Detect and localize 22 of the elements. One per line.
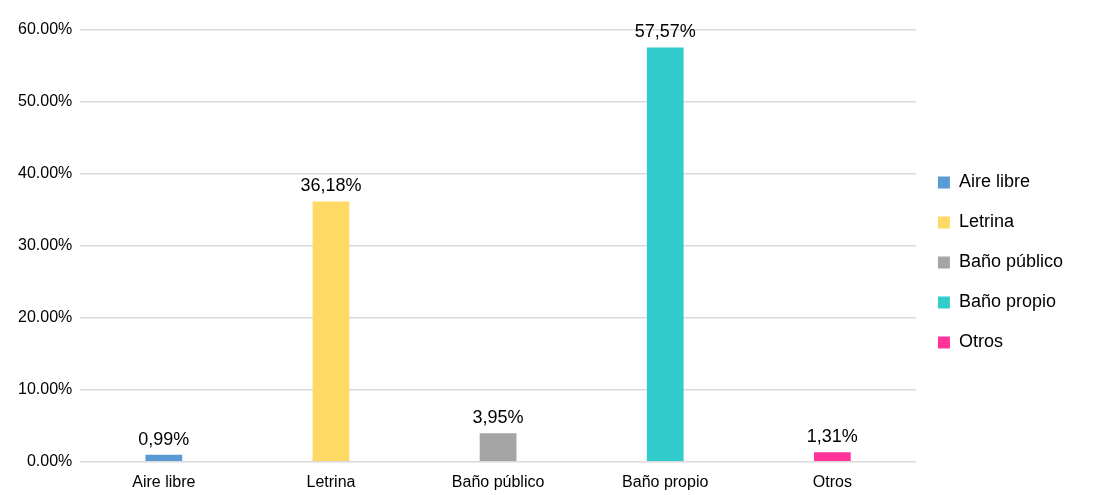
y-tick-label: 0.00%	[26, 452, 73, 470]
legend-label: Letrina	[958, 211, 1015, 232]
x-tick-label: Baño propio	[622, 472, 709, 490]
legend-label: Aire libre	[958, 171, 1030, 192]
y-tick-label: 60.00%	[18, 20, 73, 38]
y-tick-label: 30.00%	[18, 236, 73, 254]
data-label: 57,57%	[634, 21, 696, 42]
x-tick-label: Baño público	[451, 472, 545, 490]
x-tick-label: Letrina	[306, 472, 356, 490]
y-tick-label: 20.00%	[18, 308, 73, 326]
legend-label: Baño propio	[958, 291, 1056, 312]
y-tick-label: 50.00%	[18, 92, 73, 110]
data-label: 1,31%	[806, 426, 858, 447]
y-tick-label: 10.00%	[18, 380, 73, 398]
x-tick-label: Otros	[812, 472, 852, 490]
y-tick-label: 40.00%	[18, 164, 73, 182]
legend-label: Baño público	[958, 251, 1064, 272]
data-label: 0,99%	[138, 428, 190, 449]
data-label: 36,18%	[300, 175, 362, 196]
x-tick-label: Aire libre	[132, 472, 196, 490]
legend-label: Otros	[958, 331, 1003, 352]
data-label: 3,95%	[472, 407, 524, 428]
